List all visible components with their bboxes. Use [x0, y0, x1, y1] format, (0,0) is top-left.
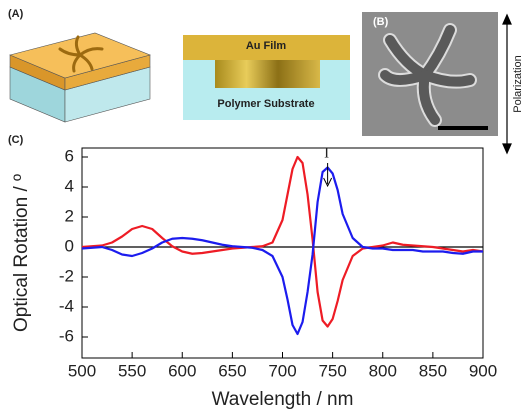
y-axis-title: Optical Rotation / º — [11, 174, 32, 332]
y-tick-label: -4 — [59, 296, 74, 315]
series-line — [82, 168, 483, 335]
y-tick-label: 2 — [65, 206, 74, 225]
x-tick-label: 500 — [68, 361, 96, 380]
x-tick-label: 700 — [268, 361, 296, 380]
panel-label: (C) — [8, 134, 24, 146]
panel-label: (B) — [373, 16, 389, 28]
x-tick-label: 800 — [369, 361, 397, 380]
x-tick-label: 650 — [218, 361, 246, 380]
layer-label: Polymer Substrate — [217, 98, 314, 110]
x-tick-label: 750 — [318, 361, 346, 380]
y-tick-label: 6 — [65, 146, 74, 165]
x-tick-label: 850 — [419, 361, 447, 380]
y-tick-label: -2 — [59, 266, 74, 285]
panel-label: (A) — [8, 8, 24, 20]
peak-label: I — [324, 145, 329, 161]
plot: -6 -4 -2 0 2 4 6 500 550 600 650 700 750 800 850 900 Wav… — [11, 145, 497, 410]
x-tick-label: 600 — [168, 361, 196, 380]
sem-image — [362, 12, 498, 136]
y-tick-label: 0 — [65, 236, 74, 255]
page: (A) Au Film Polymer Substrate (B) Polari… — [0, 0, 525, 412]
x-tick-label: 900 — [469, 361, 497, 380]
polarization-arrow — [503, 15, 511, 153]
series-line — [82, 157, 483, 327]
x-tick-label: 550 — [118, 361, 146, 380]
polarization-label: Polarization — [512, 55, 524, 112]
sample-3d — [10, 33, 150, 122]
figure: (A) Au Film Polymer Substrate (B) Polari… — [0, 0, 525, 412]
x-axis-title: Wavelength / nm — [212, 389, 354, 410]
y-tick-label: 4 — [65, 176, 74, 195]
layer-label: Au Film — [246, 40, 287, 52]
y-tick-label: -6 — [59, 326, 74, 345]
